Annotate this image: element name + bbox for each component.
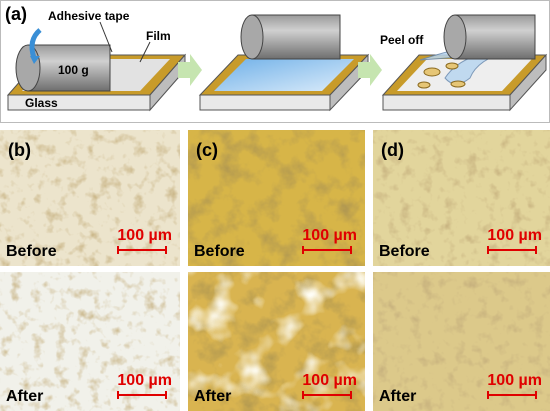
scale-bar-label: 100 µm	[117, 372, 172, 389]
panel-label: (a)	[5, 4, 27, 24]
panel-label: (d)	[381, 140, 404, 160]
label-weight: 100 g	[58, 63, 89, 77]
step-1	[6, 21, 187, 112]
scale-bar-label: 100 µm	[117, 227, 172, 244]
step-3	[381, 14, 548, 112]
texture	[188, 272, 365, 411]
label-tape: Adhesive tape	[48, 9, 130, 23]
step-2	[198, 14, 370, 112]
texture	[0, 130, 180, 266]
scale-bar-label: 100 µm	[487, 372, 542, 389]
scale-bar-label: 100 µm	[302, 227, 357, 244]
texture	[373, 272, 550, 411]
caption: After	[379, 388, 416, 405]
label-film: Film	[146, 29, 171, 43]
caption: After	[6, 388, 43, 405]
panel-label: (b)	[8, 140, 31, 160]
caption: Before	[379, 243, 430, 260]
arrow	[178, 54, 202, 86]
label-action: Peel off	[380, 33, 424, 47]
texture	[188, 130, 365, 266]
texture	[373, 130, 550, 266]
scale-bar-label: 100 µm	[487, 227, 542, 244]
arrow	[358, 54, 382, 86]
label-substrate: Glass	[25, 96, 58, 110]
caption: Before	[194, 243, 245, 260]
texture	[0, 272, 180, 411]
caption: Before	[6, 243, 57, 260]
caption: After	[194, 388, 231, 405]
scale-bar-label: 100 µm	[302, 372, 357, 389]
panel-label: (c)	[196, 140, 218, 160]
